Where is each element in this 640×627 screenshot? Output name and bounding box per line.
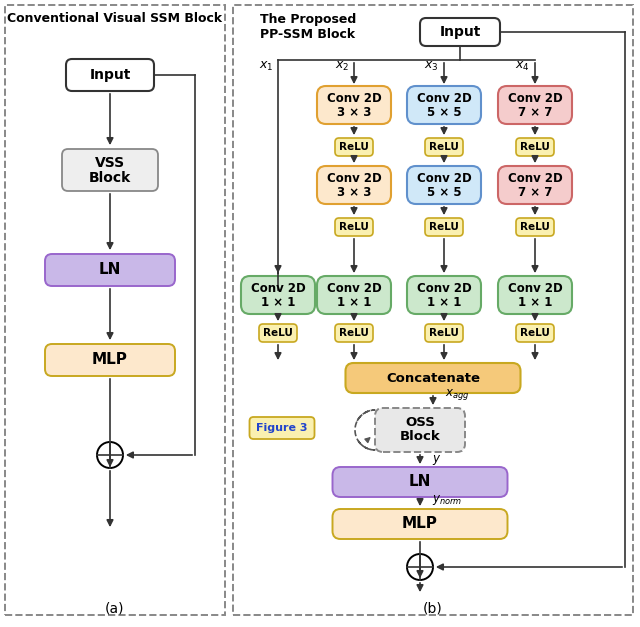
Text: ReLU: ReLU	[339, 328, 369, 338]
Text: 3 × 3: 3 × 3	[337, 105, 371, 119]
Text: $x_4$: $x_4$	[515, 60, 530, 73]
Text: Input: Input	[439, 25, 481, 39]
Text: ReLU: ReLU	[263, 328, 293, 338]
Text: LN: LN	[99, 263, 121, 278]
FancyBboxPatch shape	[407, 276, 481, 314]
FancyBboxPatch shape	[516, 324, 554, 342]
Text: Conv 2D: Conv 2D	[508, 92, 563, 105]
Text: ReLU: ReLU	[520, 142, 550, 152]
FancyBboxPatch shape	[516, 218, 554, 236]
FancyBboxPatch shape	[66, 59, 154, 91]
Text: 1 × 1: 1 × 1	[337, 295, 371, 308]
Text: 3 × 3: 3 × 3	[337, 186, 371, 199]
FancyBboxPatch shape	[45, 254, 175, 286]
Text: $y_{norm}$: $y_{norm}$	[432, 493, 462, 507]
Text: 1 × 1: 1 × 1	[261, 295, 295, 308]
FancyBboxPatch shape	[317, 86, 391, 124]
Text: Block: Block	[399, 431, 440, 443]
Text: Conv 2D: Conv 2D	[417, 92, 472, 105]
FancyBboxPatch shape	[335, 218, 373, 236]
Text: $x_{agg}$: $x_{agg}$	[445, 387, 470, 403]
FancyBboxPatch shape	[498, 86, 572, 124]
Text: Figure 3: Figure 3	[256, 423, 308, 433]
Text: 7 × 7: 7 × 7	[518, 186, 552, 199]
Text: Conv 2D: Conv 2D	[508, 172, 563, 184]
FancyBboxPatch shape	[250, 417, 314, 439]
FancyBboxPatch shape	[425, 138, 463, 156]
Text: LN: LN	[409, 475, 431, 490]
FancyBboxPatch shape	[45, 344, 175, 376]
Text: ReLU: ReLU	[429, 328, 459, 338]
Text: 1 × 1: 1 × 1	[427, 295, 461, 308]
FancyBboxPatch shape	[516, 138, 554, 156]
FancyBboxPatch shape	[317, 276, 391, 314]
FancyBboxPatch shape	[425, 324, 463, 342]
Text: MLP: MLP	[402, 517, 438, 532]
FancyBboxPatch shape	[335, 138, 373, 156]
Text: Conv 2D: Conv 2D	[417, 172, 472, 184]
Text: ReLU: ReLU	[339, 222, 369, 232]
FancyBboxPatch shape	[335, 324, 373, 342]
FancyBboxPatch shape	[425, 218, 463, 236]
FancyBboxPatch shape	[333, 467, 508, 497]
Text: $x_3$: $x_3$	[424, 60, 439, 73]
Text: VSS: VSS	[95, 156, 125, 170]
Text: Conv 2D: Conv 2D	[251, 282, 305, 295]
Text: MLP: MLP	[92, 352, 128, 367]
FancyBboxPatch shape	[498, 276, 572, 314]
FancyBboxPatch shape	[241, 276, 315, 314]
Text: Block: Block	[89, 171, 131, 185]
Text: ReLU: ReLU	[429, 222, 459, 232]
Text: Conv 2D: Conv 2D	[326, 172, 381, 184]
FancyBboxPatch shape	[407, 86, 481, 124]
Text: ReLU: ReLU	[520, 328, 550, 338]
Text: Conv 2D: Conv 2D	[326, 92, 381, 105]
FancyBboxPatch shape	[259, 324, 297, 342]
Circle shape	[97, 442, 123, 468]
FancyBboxPatch shape	[62, 149, 158, 191]
Text: Concatenate: Concatenate	[386, 372, 480, 384]
Text: 5 × 5: 5 × 5	[427, 105, 461, 119]
Text: (a): (a)	[105, 601, 125, 615]
Text: 1 × 1: 1 × 1	[518, 295, 552, 308]
Text: 7 × 7: 7 × 7	[518, 105, 552, 119]
FancyBboxPatch shape	[420, 18, 500, 46]
Text: Input: Input	[90, 68, 131, 82]
Circle shape	[407, 554, 433, 580]
FancyBboxPatch shape	[346, 363, 520, 393]
FancyBboxPatch shape	[498, 166, 572, 204]
Text: ReLU: ReLU	[520, 222, 550, 232]
Text: Conv 2D: Conv 2D	[508, 282, 563, 295]
Text: 5 × 5: 5 × 5	[427, 186, 461, 199]
Text: (b): (b)	[423, 601, 443, 615]
Text: The Proposed
PP-SSM Block: The Proposed PP-SSM Block	[260, 13, 356, 41]
Text: Conv 2D: Conv 2D	[417, 282, 472, 295]
Text: $y$: $y$	[432, 453, 442, 467]
Text: Conv 2D: Conv 2D	[326, 282, 381, 295]
Text: ReLU: ReLU	[429, 142, 459, 152]
Text: ReLU: ReLU	[339, 142, 369, 152]
FancyBboxPatch shape	[407, 166, 481, 204]
FancyBboxPatch shape	[333, 509, 508, 539]
FancyBboxPatch shape	[317, 166, 391, 204]
FancyBboxPatch shape	[375, 408, 465, 452]
Text: Conventional Visual SSM Block: Conventional Visual SSM Block	[8, 11, 223, 24]
Text: $x_2$: $x_2$	[335, 60, 349, 73]
Text: OSS: OSS	[405, 416, 435, 429]
Text: $x_1$: $x_1$	[259, 60, 273, 73]
